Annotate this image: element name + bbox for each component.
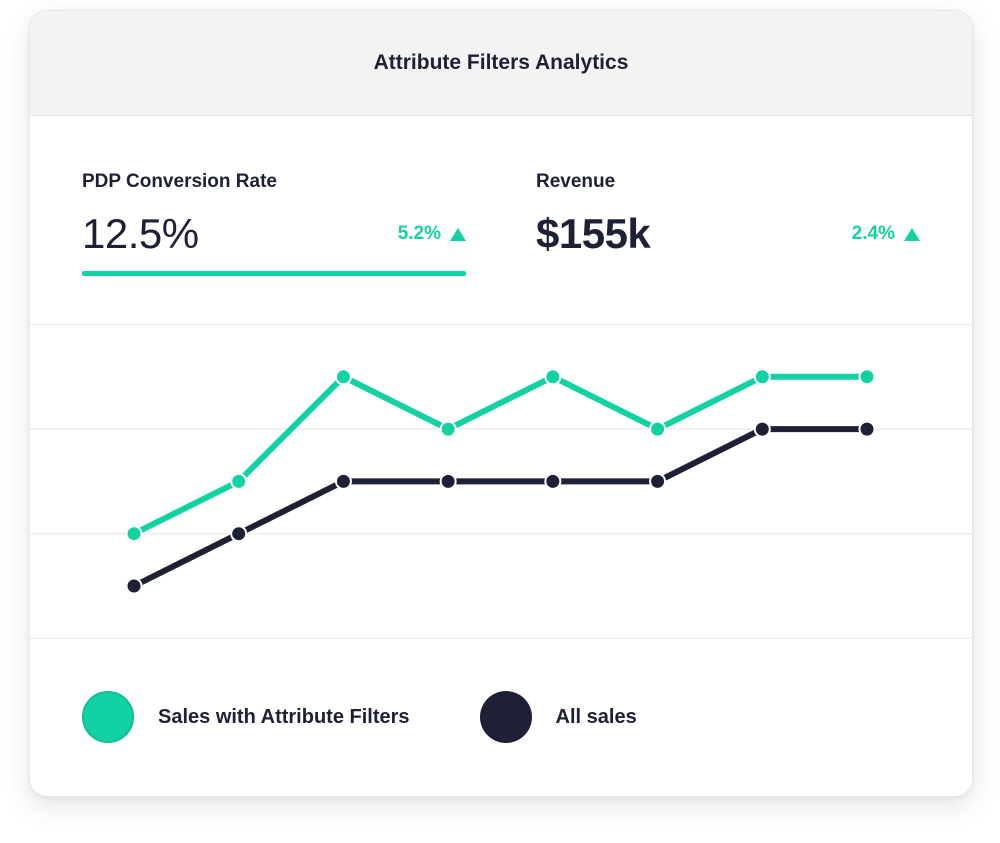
metric-change: 5.2% xyxy=(398,223,466,245)
data-point[interactable] xyxy=(439,472,457,490)
data-point[interactable] xyxy=(439,420,457,438)
metric-change-value: 5.2% xyxy=(397,223,441,244)
data-point[interactable] xyxy=(858,368,876,386)
data-point[interactable] xyxy=(753,420,771,438)
data-point[interactable] xyxy=(753,368,771,386)
trend-up-icon xyxy=(904,227,920,241)
card-title: Attribute Filters Analytics xyxy=(373,51,629,74)
series-line-attribute-filters xyxy=(131,373,870,537)
metric-value: 12.5% xyxy=(82,210,199,257)
line-chart xyxy=(30,324,972,640)
card-header: Attribute Filters Analytics xyxy=(30,11,972,116)
trend-up-icon xyxy=(450,227,466,241)
data-point[interactable] xyxy=(125,525,143,543)
series-line-all-sales xyxy=(131,426,870,589)
data-point[interactable] xyxy=(230,472,248,490)
data-point[interactable] xyxy=(649,472,667,490)
data-point[interactable] xyxy=(544,472,562,490)
metric-label: PDP Conversion Rate xyxy=(82,171,277,192)
metric-label: Revenue xyxy=(536,171,616,192)
data-point[interactable] xyxy=(125,577,143,595)
analytics-card: Attribute Filters Analytics PDP Conversi… xyxy=(29,10,973,797)
legend-swatch-dark xyxy=(479,691,532,743)
chart-legend: Sales with Attribute Filters All sales xyxy=(82,691,707,743)
legend-label: Sales with Attribute Filters xyxy=(158,705,410,728)
legend-item-all-sales: All sales xyxy=(479,691,637,743)
legend-swatch-green xyxy=(82,691,134,743)
data-point[interactable] xyxy=(544,368,562,386)
data-point[interactable] xyxy=(334,368,352,386)
selected-metric-underline xyxy=(82,271,466,276)
data-point[interactable] xyxy=(230,525,248,543)
metric-value: $155k xyxy=(536,210,651,257)
metric-change: 2.4% xyxy=(852,223,920,245)
legend-item-attribute-filters: Sales with Attribute Filters xyxy=(82,691,410,743)
metric-change-value: 2.4% xyxy=(851,223,895,244)
data-point[interactable] xyxy=(334,472,352,490)
metric-revenue[interactable]: Revenue $155k 2.4% xyxy=(536,171,920,257)
data-point[interactable] xyxy=(858,420,876,438)
metric-pdp-conversion-rate[interactable]: PDP Conversion Rate 12.5% 5.2% xyxy=(82,171,466,276)
legend-label: All sales xyxy=(555,705,637,728)
data-point[interactable] xyxy=(649,420,667,438)
